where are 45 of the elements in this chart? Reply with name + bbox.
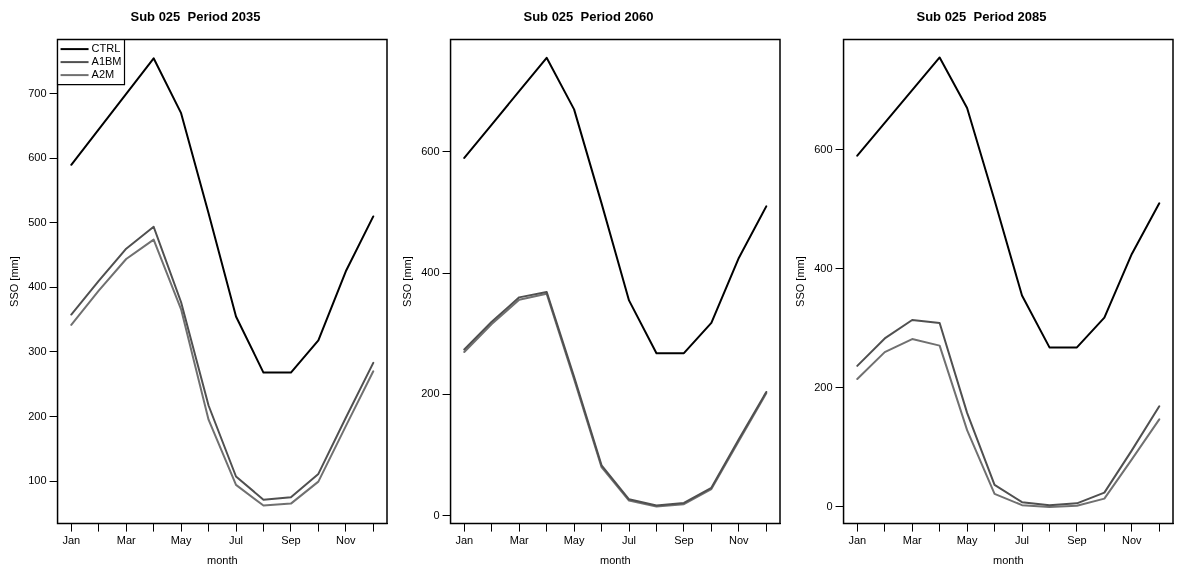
legend-label: A1BM (91, 55, 122, 68)
x-tick-label: Sep (674, 534, 694, 547)
x-tick-label: Mar (116, 534, 136, 547)
x-tick-label: Jul (1014, 534, 1030, 547)
y-tick-label: 400 (814, 261, 833, 274)
x-tick-label: Sep (1067, 534, 1087, 547)
y-axis-title: SSO [mm] (7, 256, 20, 307)
legend-label: CTRL (91, 42, 121, 55)
chart-title: Sub 025 Period 2085 (916, 9, 1047, 25)
chart-title: Sub 025 Period 2060 (523, 9, 654, 25)
y-tick-label: 200 (814, 380, 833, 393)
y-tick-label: 0 (433, 508, 440, 521)
x-tick-label: Nov (729, 534, 750, 547)
x-tick-label: Mar (902, 534, 922, 547)
y-tick-label: 0 (826, 499, 833, 512)
chart-title: Sub 025 Period 2035 (130, 9, 261, 25)
y-tick-label: 700 (28, 86, 47, 99)
x-tick-label: May (563, 534, 585, 547)
y-axis-title: SSO [mm] (400, 256, 413, 307)
x-tick-label: Nov (1122, 534, 1143, 547)
x-axis-title: month (206, 554, 238, 567)
y-tick-label: 400 (421, 266, 440, 279)
x-tick-label: Sep (281, 534, 301, 547)
y-tick-label: 600 (28, 151, 47, 164)
y-tick-label: 600 (421, 144, 440, 157)
x-tick-label: May (170, 534, 192, 547)
x-tick-label: Jan (848, 534, 867, 547)
x-tick-label: Jan (62, 534, 81, 547)
x-tick-label: May (956, 534, 978, 547)
y-tick-label: 200 (28, 409, 47, 422)
x-axis-title: month (599, 554, 631, 567)
x-axis-title: month (992, 554, 1024, 567)
legend-label: A2M (91, 68, 115, 81)
y-tick-label: 500 (28, 215, 47, 228)
x-tick-label: Nov (336, 534, 357, 547)
x-tick-label: Mar (509, 534, 529, 547)
x-tick-label: Jul (621, 534, 637, 547)
x-tick-label: Jul (228, 534, 244, 547)
y-axis-title: SSO [mm] (793, 256, 806, 307)
y-tick-label: 300 (28, 344, 47, 357)
y-tick-label: 100 (28, 474, 47, 487)
y-tick-label: 600 (814, 142, 833, 155)
y-tick-label: 400 (28, 280, 47, 293)
x-tick-label: Jan (455, 534, 474, 547)
y-tick-label: 200 (421, 387, 440, 400)
